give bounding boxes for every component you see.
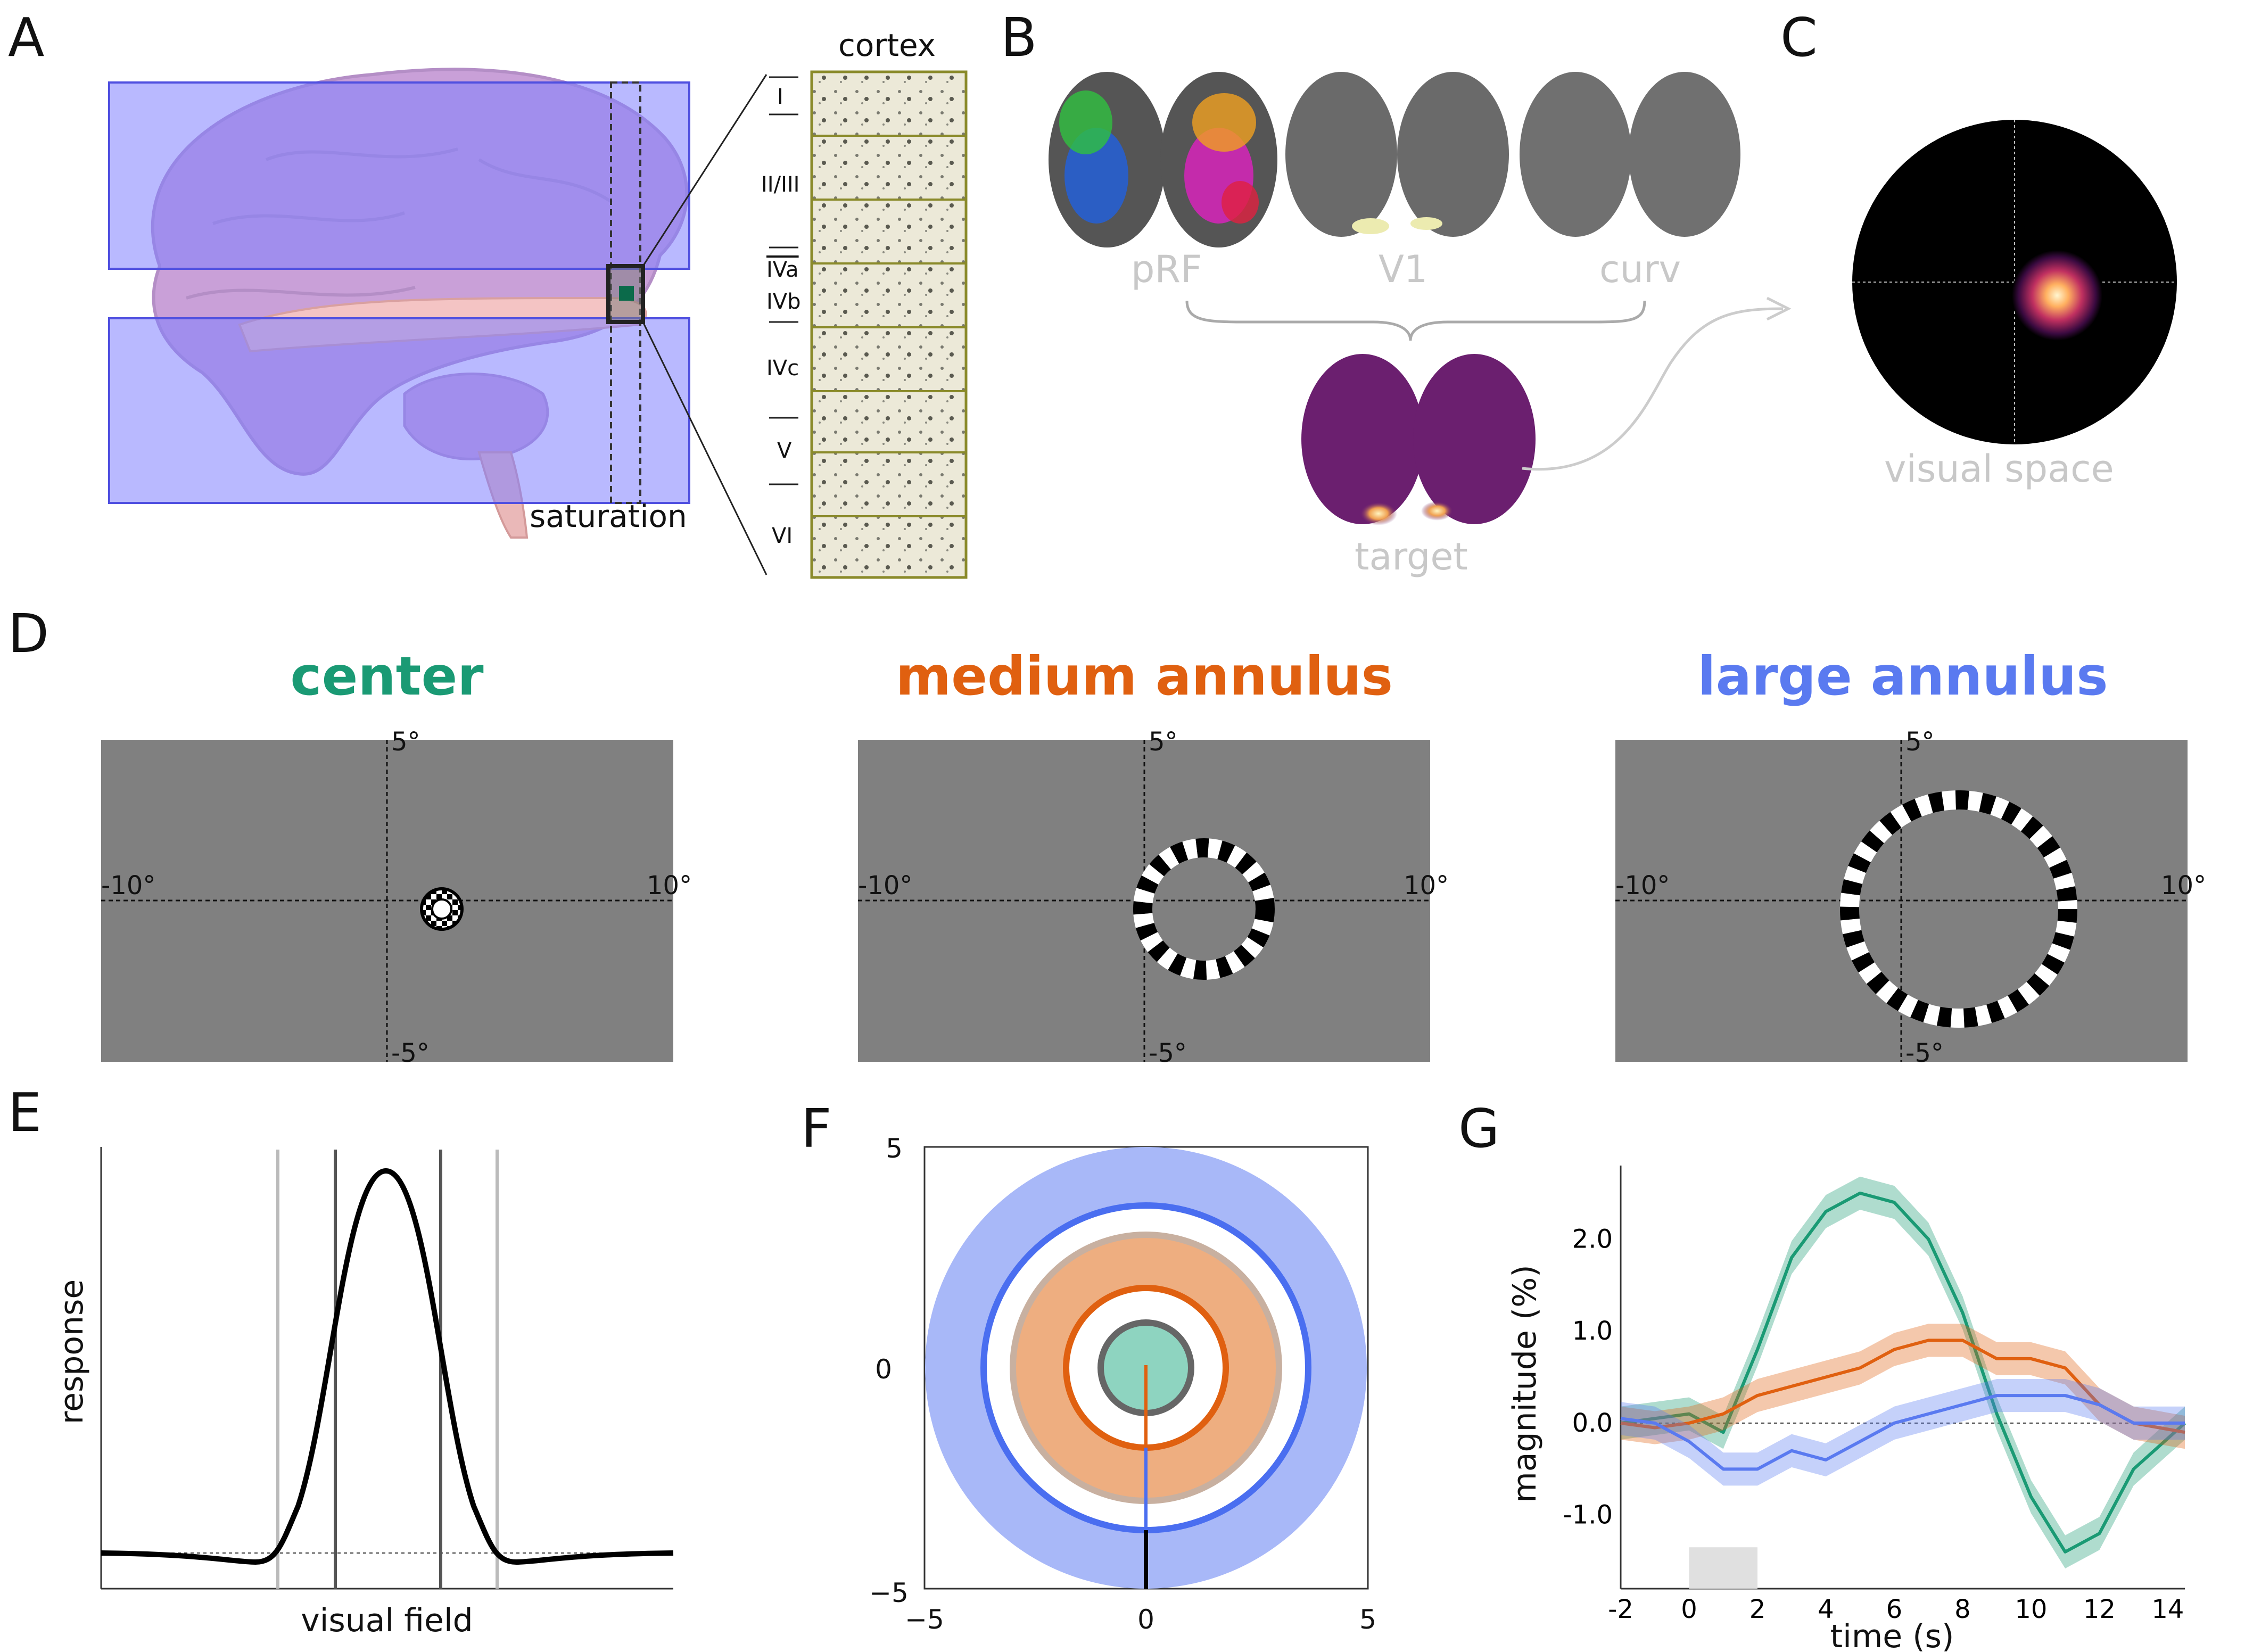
panel-label-b: B <box>1001 6 1037 69</box>
brain-v1 <box>1285 72 1509 237</box>
svg-text:-10°: -10° <box>101 871 155 901</box>
series-band-2 <box>1621 1378 2185 1486</box>
svg-text:5°: 5° <box>1905 727 1935 757</box>
title-medium-annulus: medium annulus <box>896 645 1393 707</box>
title-center: center <box>290 645 484 707</box>
layer-label-6: V <box>777 439 792 463</box>
svg-text:5°: 5° <box>1149 727 1178 757</box>
saturation-band-bottom <box>108 317 690 504</box>
stimulus-period-bar <box>1689 1547 1757 1589</box>
panel-d: center medium annulus large annulus 5° -… <box>101 645 2206 1068</box>
panel-e: visual field response <box>53 1147 674 1639</box>
response-curve <box>101 1168 674 1565</box>
series-line-1 <box>1620 1339 2185 1434</box>
series-line-0 <box>1620 1191 2186 1554</box>
svg-text:10°: 10° <box>647 871 692 901</box>
y-tick-label: -1.0 <box>1563 1500 1613 1530</box>
label-prf: pRF <box>1131 247 1202 291</box>
svg-text:-10°: -10° <box>1615 871 1670 901</box>
x-tick-label: 8 <box>1954 1595 1971 1624</box>
voxel <box>619 286 634 301</box>
label-v1: V1 <box>1379 247 1427 291</box>
svg-text:5: 5 <box>1359 1604 1376 1635</box>
svg-text:10°: 10° <box>2161 871 2206 901</box>
svg-text:-10°: -10° <box>858 871 912 901</box>
xlabel-time: time (s) <box>1830 1618 1954 1652</box>
saturation-band-top <box>108 81 690 270</box>
x-tick-label: 6 <box>1886 1595 1903 1624</box>
series-line-2 <box>1620 1394 2185 1471</box>
prf-blob <box>2012 250 2102 341</box>
layer-label-3: IVa <box>766 258 799 282</box>
panel-label-f: F <box>801 1097 832 1160</box>
y-tick-label: 0.0 <box>1572 1408 1613 1438</box>
stimulus-medium-annulus: 5° -5° -10° 10° <box>858 727 1449 1068</box>
svg-text:-5°: -5° <box>391 1038 430 1068</box>
xlabel-visual-field: visual field <box>301 1602 473 1639</box>
layer-label-2: II/III <box>761 172 799 197</box>
panel-label-c: C <box>1780 6 1818 69</box>
y-tick-label: 1.0 <box>1572 1316 1613 1346</box>
svg-text:10°: 10° <box>1404 871 1449 901</box>
series-band-1 <box>1621 1324 2185 1449</box>
layer-label-5: IVc <box>766 356 799 381</box>
x-tick-label: 14 <box>2151 1595 2184 1624</box>
layer-label-7: VI <box>772 524 793 548</box>
svg-text:-5°: -5° <box>1149 1038 1187 1068</box>
panel-a: saturation cortex I II/III IVa IVb IVc V… <box>108 27 968 579</box>
svg-text:0: 0 <box>1137 1604 1154 1635</box>
panel-label-g: G <box>1458 1097 1500 1160</box>
layer-label-4: IVb <box>766 290 801 314</box>
cortex-label: cortex <box>838 27 936 63</box>
panel-c: visual space <box>1852 120 2177 491</box>
x-tick-label: -2 <box>1608 1595 1633 1624</box>
svg-text:5°: 5° <box>391 727 420 757</box>
x-tick-label: 4 <box>1818 1595 1834 1624</box>
brace <box>1185 300 1646 341</box>
layer-label-1: I <box>777 85 783 109</box>
label-visual-space: visual space <box>1884 447 2114 491</box>
cortex-strip <box>810 70 968 579</box>
layer-ticks <box>769 76 798 485</box>
brain-prf <box>1049 72 1277 247</box>
panel-label-e: E <box>8 1081 42 1144</box>
panel-f: −5 0 5 5 0 −5 <box>869 1133 1376 1635</box>
saturation-label: saturation <box>530 498 687 534</box>
panel-g-chart: -2 0 2 4 6 8 10 12 14 2.0 1.0 0.0 -1.0 time (s) magn… <box>1506 1166 2186 1652</box>
panel-b: pRF V1 curv target <box>1049 72 1792 579</box>
svg-text:−5: −5 <box>905 1604 944 1635</box>
stimulus-large-annulus: 5° -5° -10° 10° <box>1615 727 2206 1068</box>
stimulus-center: 5° -5° -10° 10° <box>101 727 692 1068</box>
brain-target <box>1301 354 1536 525</box>
y-tick-label: 2.0 <box>1572 1224 1613 1254</box>
panel-label-d: D <box>8 602 49 665</box>
brain-curv <box>1520 72 1740 237</box>
x-tick-label: 2 <box>1749 1595 1766 1624</box>
ylabel-magnitude: magnitude (%) <box>1506 1265 1544 1502</box>
svg-text:-5°: -5° <box>1905 1038 1944 1068</box>
label-target: target <box>1355 535 1468 579</box>
x-tick-label: 0 <box>1681 1595 1697 1624</box>
svg-text:0: 0 <box>875 1354 892 1385</box>
panel-label-a: A <box>8 6 44 69</box>
cortex-dividers <box>812 135 966 517</box>
svg-text:5: 5 <box>886 1133 903 1164</box>
x-tick-label: 10 <box>2015 1595 2047 1624</box>
label-curv: curv <box>1599 247 1681 291</box>
x-tick-label: 12 <box>2083 1595 2116 1624</box>
series-band-0 <box>1621 1176 2185 1568</box>
title-large-annulus: large annulus <box>1697 645 2108 707</box>
ylabel-response: response <box>53 1279 90 1425</box>
svg-text:−5: −5 <box>869 1577 909 1608</box>
arrow <box>1522 307 1784 471</box>
